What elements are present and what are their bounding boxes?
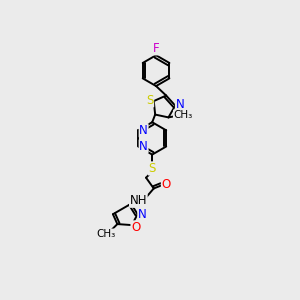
Text: N: N — [138, 208, 147, 221]
Text: NH: NH — [130, 194, 147, 207]
Text: CH₃: CH₃ — [96, 229, 116, 239]
Text: O: O — [161, 178, 171, 191]
Text: N: N — [139, 124, 148, 137]
Text: N: N — [139, 140, 148, 153]
Text: N: N — [176, 98, 184, 111]
Text: S: S — [146, 94, 154, 107]
Text: S: S — [148, 162, 156, 175]
Text: O: O — [131, 221, 140, 234]
Text: F: F — [153, 42, 159, 55]
Text: CH₃: CH₃ — [173, 110, 193, 120]
